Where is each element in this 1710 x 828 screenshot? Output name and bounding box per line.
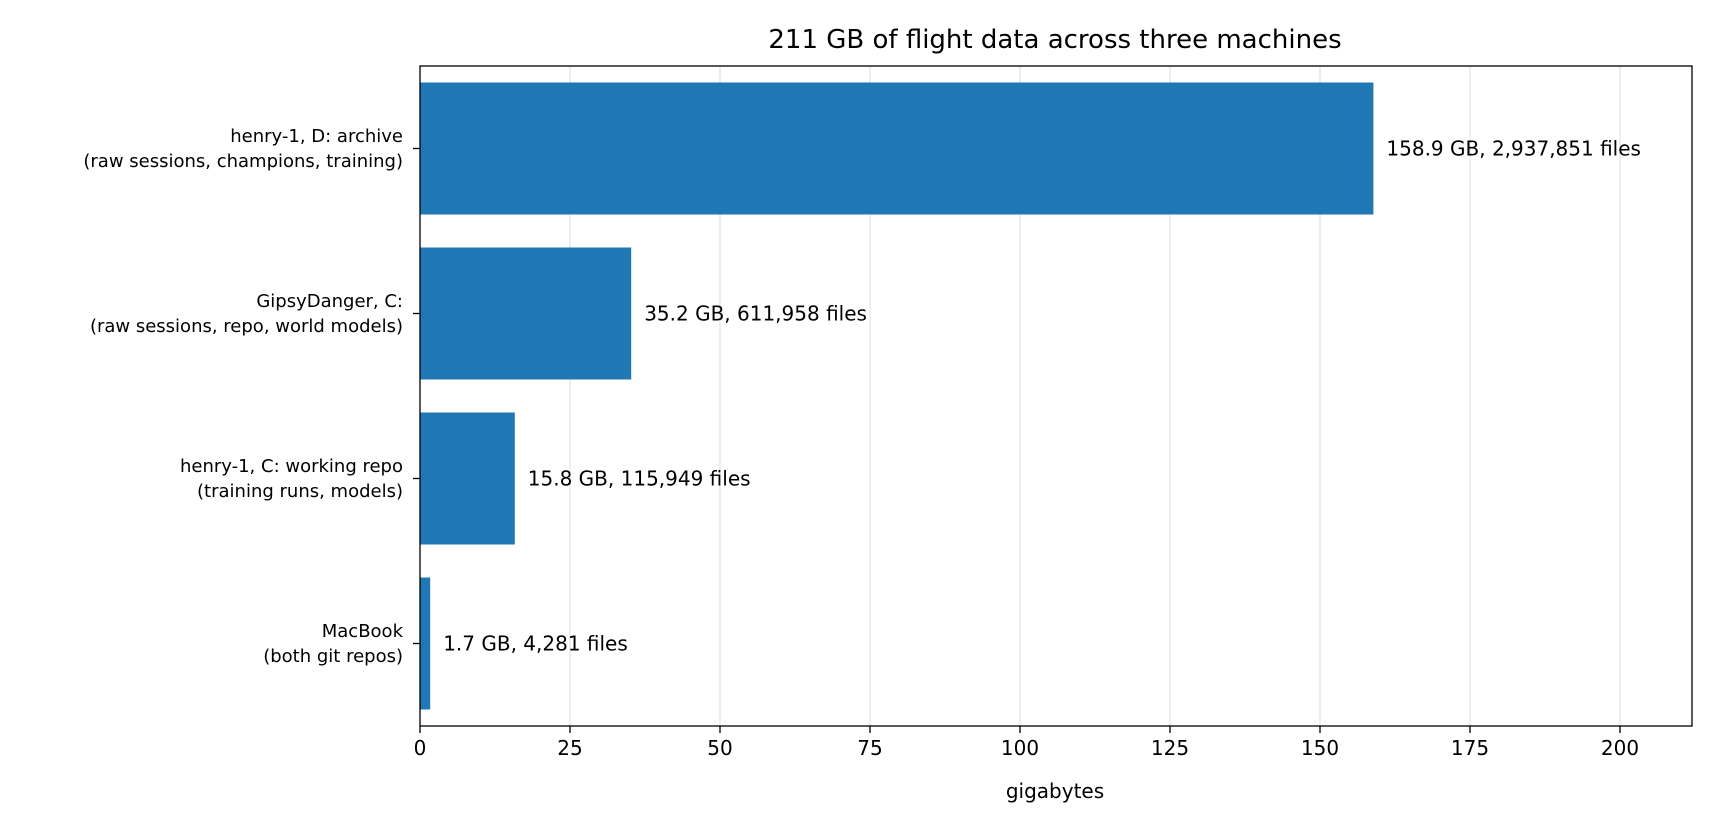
x-tick-label-25: 25 — [557, 736, 582, 760]
category-label-0: henry-1, D: archive (raw sessions, champi… — [83, 126, 403, 172]
x-tick-label-50: 50 — [707, 736, 732, 760]
data-label-1: 35.2 GB, 611,958 files — [644, 302, 867, 326]
bar-3 — [420, 577, 431, 710]
bar-2 — [420, 412, 515, 545]
bar-1 — [420, 247, 632, 380]
data-label-3: 1.7 GB, 4,281 files — [443, 632, 628, 656]
x-tick-label-0: 0 — [414, 736, 427, 760]
data-label-0: 158.9 GB, 2,937,851 files — [1386, 137, 1641, 161]
bars — [420, 82, 1374, 710]
category-label-3: MacBook (both git repos) — [263, 621, 403, 667]
data-label-2: 15.8 GB, 115,949 files — [528, 467, 751, 491]
axes: 0 25 50 75 100 125 150 175 200 henry-1, D: archiv… — [83, 65, 1693, 760]
data-labels: 158.9 GB, 2,937,851 files 35.2 GB, 611,95… — [443, 137, 1641, 656]
category-label-2: henry-1, C: working repo (training runs, … — [180, 456, 403, 502]
x-tick-label-200: 200 — [1601, 736, 1639, 760]
bar-0 — [420, 82, 1374, 215]
x-tick-label-75: 75 — [857, 736, 882, 760]
x-tick-label-125: 125 — [1151, 736, 1189, 760]
chart-title: 211 GB of flight data across three machi… — [768, 25, 1341, 55]
x-tick-label-100: 100 — [1001, 736, 1039, 760]
x-tick-label-175: 175 — [1451, 736, 1489, 760]
category-label-1: GipsyDanger, C: (raw sessions, repo, worl… — [90, 291, 403, 337]
x-axis-label: gigabytes — [1006, 779, 1104, 803]
x-tick-label-150: 150 — [1301, 736, 1339, 760]
plot-frame — [419, 65, 1693, 727]
